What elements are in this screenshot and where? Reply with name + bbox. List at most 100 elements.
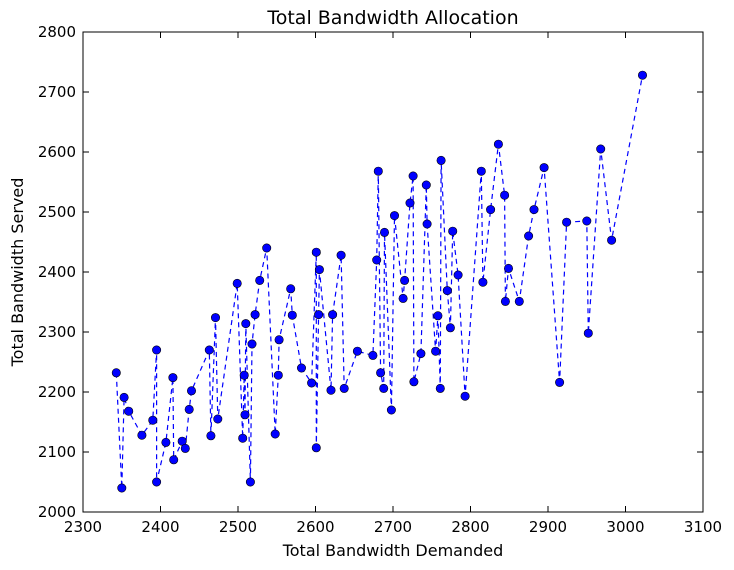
data-point (117, 483, 127, 493)
x-tick-label: 2900 (529, 518, 567, 536)
data-point (421, 180, 431, 190)
data-point (204, 345, 214, 355)
data-point (262, 243, 272, 253)
data-point (409, 377, 419, 387)
data-point (245, 477, 255, 487)
data-point (232, 278, 242, 288)
x-tick-label: 3000 (606, 518, 644, 536)
data-point (453, 270, 463, 280)
data-point (514, 296, 524, 306)
series-line (115, 75, 644, 489)
data-point (529, 205, 539, 215)
y-tick-label: 2100 (38, 443, 76, 461)
data-point (352, 346, 362, 356)
data-point (119, 392, 129, 402)
data-point (169, 455, 179, 465)
data-point (476, 166, 486, 176)
data-point (493, 139, 503, 149)
y-tick-label: 2800 (38, 23, 76, 41)
data-point (422, 219, 432, 229)
data-point (445, 323, 455, 333)
data-point (398, 293, 408, 303)
data-point (314, 310, 324, 320)
data-point (296, 363, 306, 373)
y-tick-label: 2600 (38, 143, 76, 161)
data-point (368, 350, 378, 360)
data-point (583, 328, 593, 338)
data-point (539, 163, 549, 173)
data-point (379, 383, 389, 393)
data-point (436, 155, 446, 165)
data-point (376, 368, 386, 378)
data-point (238, 433, 248, 443)
data-point (339, 383, 349, 393)
x-tick-label: 3100 (684, 518, 722, 536)
chart-title: Total Bandwidth Allocation (266, 7, 518, 29)
data-point (239, 370, 249, 380)
y-tick-label: 2500 (38, 203, 76, 221)
data-point (524, 231, 534, 241)
data-point (152, 477, 162, 487)
data-point (448, 226, 458, 236)
data-point (400, 275, 410, 285)
data-point (241, 319, 251, 329)
data-point (111, 368, 121, 378)
x-tick-label: 2300 (64, 518, 102, 536)
series-layer (111, 70, 647, 493)
data-point (137, 430, 147, 440)
x-tick-label: 2400 (141, 518, 179, 536)
data-point (124, 406, 134, 416)
data-point (311, 247, 321, 257)
data-point (416, 349, 426, 359)
data-point (168, 373, 178, 383)
y-tick-label: 2000 (38, 503, 76, 521)
data-point (211, 313, 221, 323)
data-point (500, 190, 510, 200)
data-point (596, 144, 606, 154)
data-point (431, 346, 441, 356)
data-point (314, 265, 324, 275)
x-tick-label: 2800 (451, 518, 489, 536)
data-point (442, 286, 452, 296)
data-point (582, 216, 592, 226)
data-point (555, 377, 565, 387)
data-point (562, 217, 572, 227)
data-point (486, 205, 496, 215)
x-tick-label: 2600 (296, 518, 334, 536)
data-point (307, 378, 317, 388)
data-point (478, 277, 488, 287)
data-point (273, 370, 283, 380)
data-point (287, 310, 297, 320)
data-point (372, 255, 382, 265)
data-point (213, 414, 223, 424)
data-point (389, 211, 399, 221)
data-point (184, 404, 194, 414)
data-point (152, 345, 162, 355)
data-point (503, 263, 513, 273)
data-point (607, 235, 617, 245)
data-point (240, 410, 250, 420)
data-point (435, 383, 445, 393)
x-tick-label: 2500 (219, 518, 257, 536)
ticks-layer: 2300 2400 2500 2600 2700 2800 2900 3000 3100 2000… (38, 23, 722, 536)
plot-frame (82, 31, 704, 513)
data-point (500, 296, 510, 306)
data-point (274, 335, 284, 345)
y-axis-title: Total Bandwidth Served (8, 178, 27, 368)
data-point (187, 386, 197, 396)
data-point (637, 70, 647, 80)
data-point (206, 431, 216, 441)
data-point (250, 310, 260, 320)
data-point (408, 171, 418, 181)
x-tick-label: 2700 (374, 518, 412, 536)
y-tick-label: 2400 (38, 263, 76, 281)
data-point (161, 437, 171, 447)
data-point (247, 339, 257, 349)
data-point (286, 284, 296, 294)
x-axis-title: Total Bandwidth Demanded (282, 541, 504, 560)
y-tick-label: 2300 (38, 323, 76, 341)
data-point (311, 443, 321, 453)
data-point (255, 275, 265, 285)
